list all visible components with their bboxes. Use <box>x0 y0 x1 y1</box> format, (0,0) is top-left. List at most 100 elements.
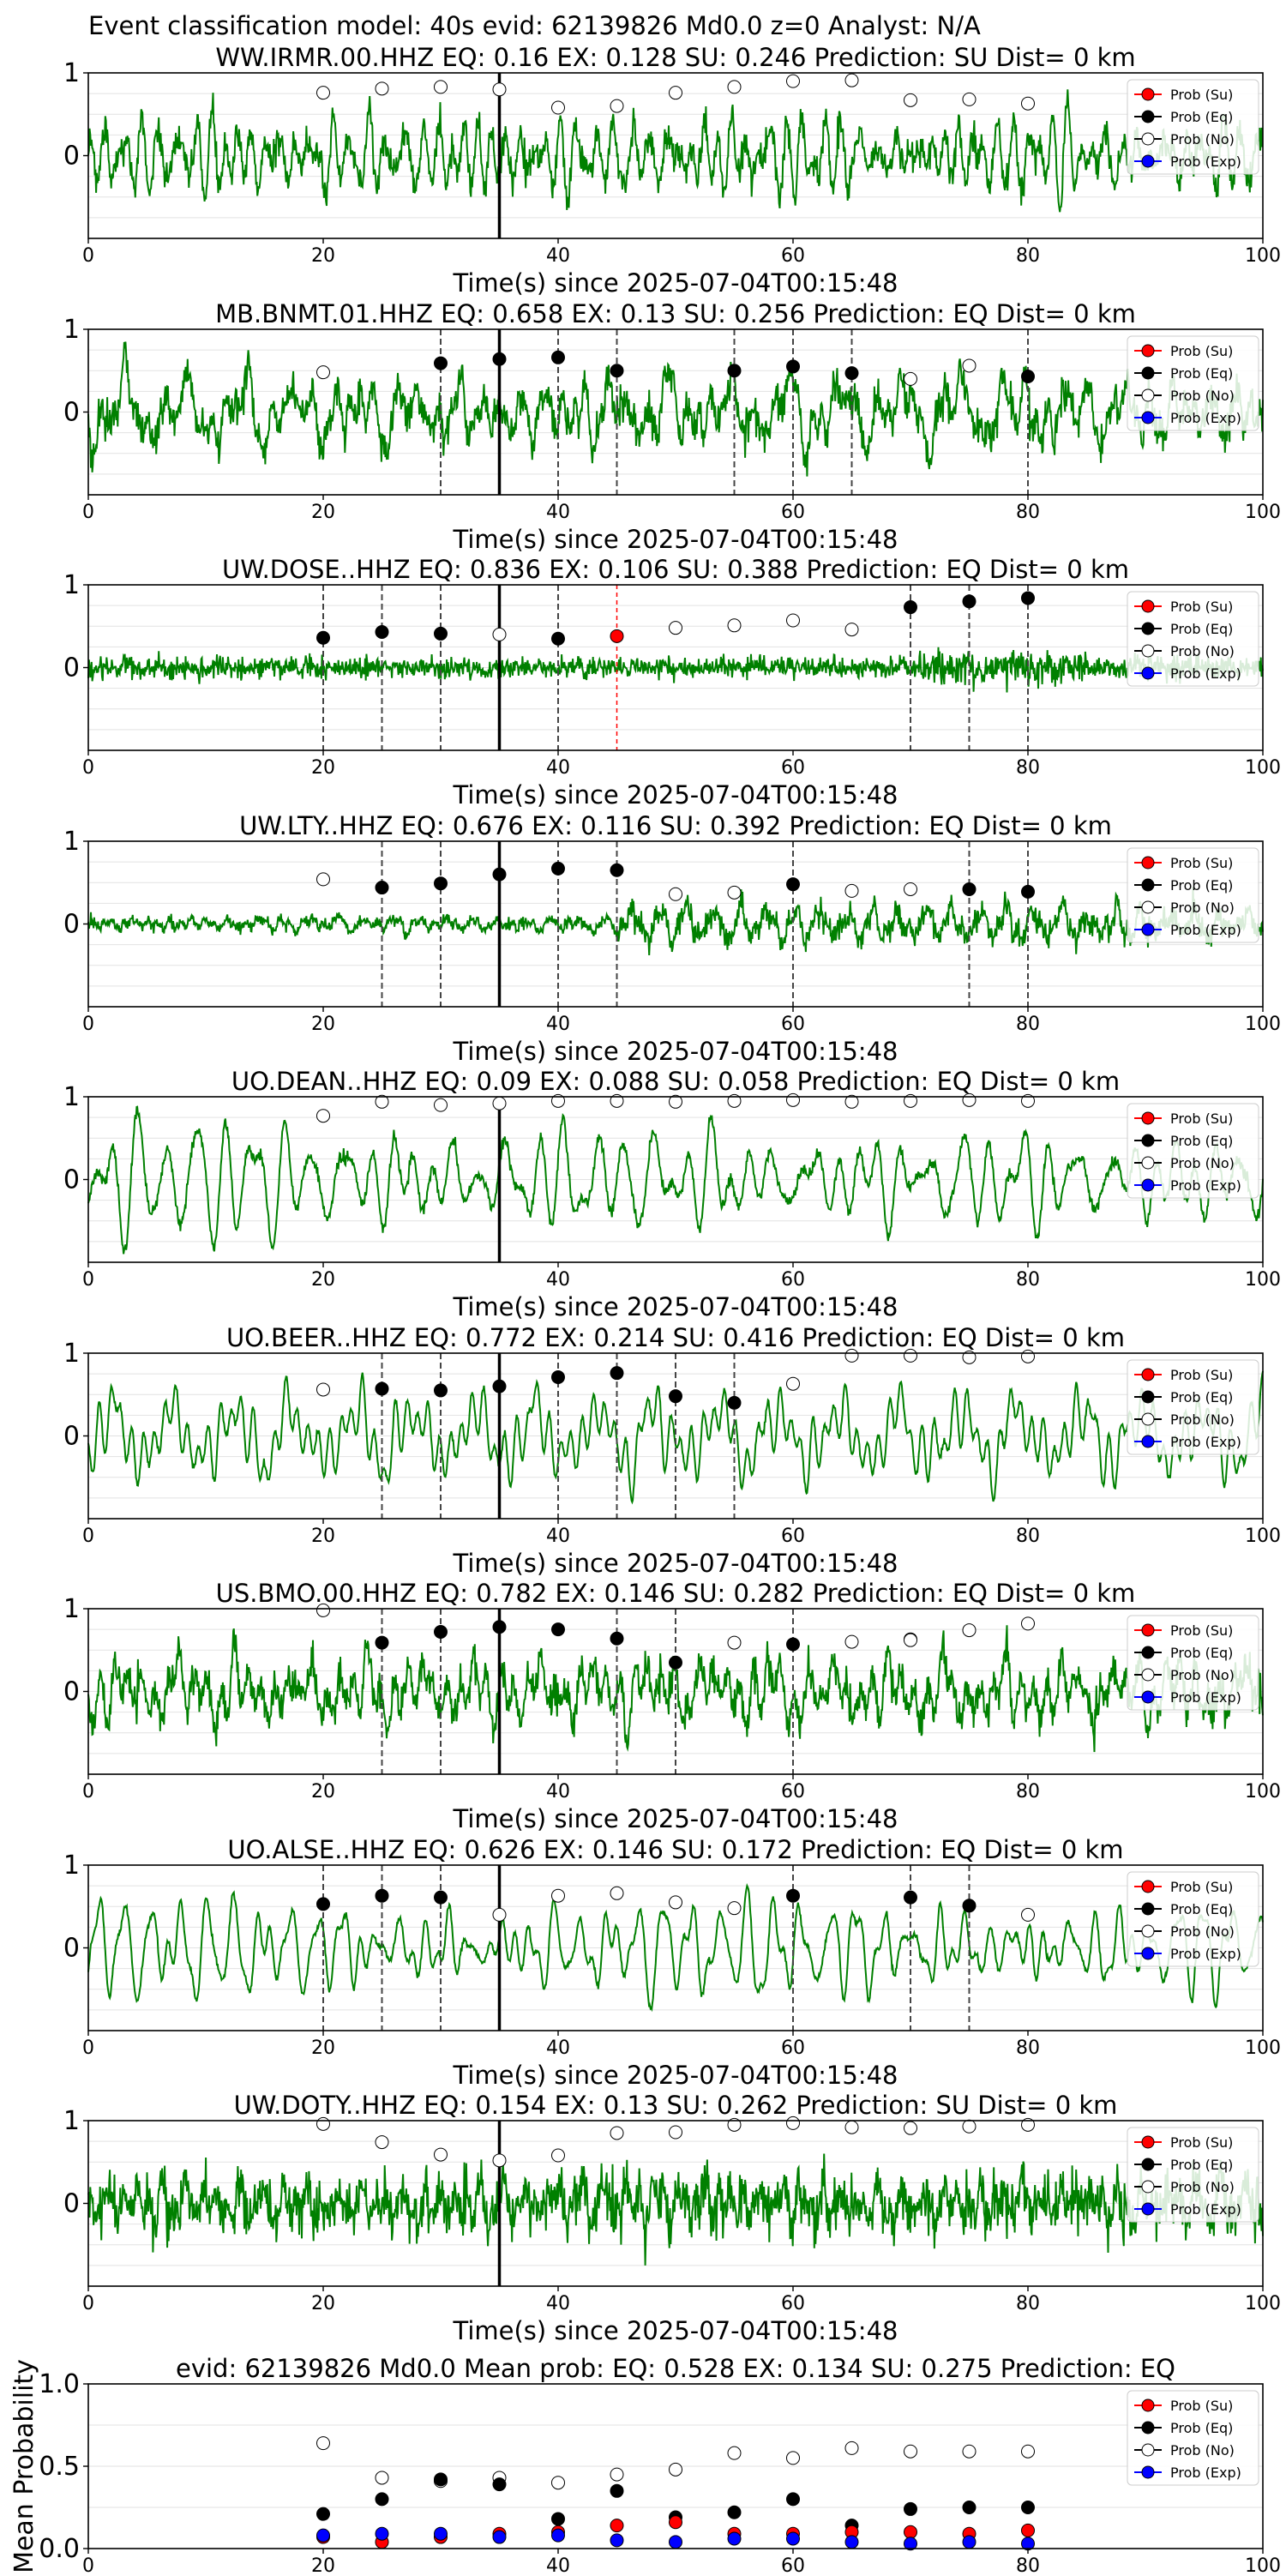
legend-marker <box>1141 1690 1155 1704</box>
legend: Prob (Su) Prob (Eq) Prob (No) Prob (Exp) <box>1127 1871 1259 1967</box>
legend-label: Prob (Su) <box>1170 1110 1233 1127</box>
prob-marker-probno <box>1021 2117 1035 2132</box>
x-tick-label: 80 <box>1016 757 1040 779</box>
prob-marker-probno <box>610 2126 624 2140</box>
prob-marker-probeq <box>786 2492 800 2507</box>
legend-label: Prob (Eq) <box>1170 2420 1233 2436</box>
x-axis-label: Time(s) since 2025-07-04T00:15:48 <box>453 1804 898 1833</box>
legend-marker <box>1141 2180 1155 2194</box>
legend-marker <box>1141 1412 1155 1426</box>
x-axis-label: Time(s) since 2025-07-04T00:15:48 <box>453 525 898 554</box>
prob-marker-probeq <box>904 600 917 615</box>
prob-marker-probno <box>1021 1093 1035 1108</box>
legend-label: Prob (Exp) <box>1170 410 1241 426</box>
x-tick-label: 0 <box>82 1014 94 1035</box>
prob-marker-probeq <box>434 626 448 641</box>
prob-marker-probeq <box>844 366 859 381</box>
x-tick-label: 0 <box>82 2037 94 2059</box>
legend-box <box>1127 1871 1259 1967</box>
legend-label: Prob (Eq) <box>1170 1645 1233 1661</box>
y-tick-label: 0 <box>63 910 80 940</box>
prob-marker-probeq <box>727 2505 742 2519</box>
legend-box <box>1127 1359 1259 1455</box>
y-axis-label: Mean Probability <box>9 2359 39 2573</box>
y-tick-label: 1 <box>63 1339 80 1369</box>
waveform-trace <box>87 647 1264 693</box>
legend-marker <box>1141 154 1155 168</box>
prob-marker-probno <box>434 2147 448 2162</box>
prob-marker-probeq <box>1021 884 1035 899</box>
prob-marker-probeq <box>551 1622 565 1637</box>
prob-marker-probeq <box>551 2512 565 2526</box>
x-tick-label: 80 <box>1016 1269 1040 1291</box>
prob-marker-probno <box>727 80 742 94</box>
legend-label: Prob (Su) <box>1170 87 1233 103</box>
waveform-trace <box>87 2153 1264 2266</box>
legend-marker <box>1141 2135 1155 2149</box>
prob-marker-probno <box>316 1109 330 1123</box>
legend-marker <box>1141 1902 1155 1916</box>
prob-marker-probno <box>844 623 859 637</box>
prob-marker-probno <box>962 1623 977 1638</box>
x-tick-label: 80 <box>1016 1526 1040 1547</box>
legend-label: Prob (No) <box>1170 1155 1235 1171</box>
legend-marker <box>1141 87 1155 101</box>
legend-label: Prob (Eq) <box>1170 1389 1233 1405</box>
legend-marker <box>1141 344 1155 358</box>
legend-marker <box>1141 1435 1155 1448</box>
legend-marker <box>1141 1111 1155 1125</box>
legend-marker <box>1141 622 1155 635</box>
x-tick-label: 100 <box>1245 1014 1281 1035</box>
legend-marker <box>1141 856 1155 870</box>
prob-marker-probno <box>1021 1907 1035 1922</box>
prob-marker-probeq <box>610 1631 624 1646</box>
legend-marker <box>1141 2421 1155 2435</box>
prob-marker-probeq <box>316 2507 330 2521</box>
prob-marker-probeq <box>904 1890 917 1905</box>
x-tick-label: 20 <box>311 1014 335 1035</box>
legend: Prob (Su) Prob (Eq) Prob (No) Prob (Exp) <box>1127 1359 1259 1455</box>
x-tick-label: 40 <box>546 1269 570 1291</box>
y-tick-label: 1 <box>63 827 80 857</box>
prob-marker-probeq <box>434 1383 448 1398</box>
x-tick-label: 20 <box>311 2293 335 2314</box>
legend-label: Prob (Exp) <box>1170 1689 1241 1706</box>
prob-marker-probno <box>1021 1616 1035 1631</box>
prob-marker-probeq <box>375 1888 389 1903</box>
prob-marker-probno <box>904 882 917 896</box>
prob-marker-probeq <box>962 594 977 609</box>
x-tick-label: 40 <box>546 245 570 267</box>
x-tick-label: 100 <box>1245 502 1281 523</box>
prob-marker-probeq <box>610 2483 624 2498</box>
prob-marker-probno <box>962 2444 977 2459</box>
legend-label: Prob (Exp) <box>1170 922 1241 938</box>
x-axis-label: Time(s) since 2025-07-04T00:15:48 <box>453 1292 898 1321</box>
legend-label: Prob (Exp) <box>1170 2465 1241 2481</box>
legend-marker <box>1141 878 1155 892</box>
prob-marker-probeq <box>551 861 565 876</box>
x-tick-label: 40 <box>546 2293 570 2314</box>
prob-marker-probno <box>669 1895 682 1910</box>
prob-marker-probeq <box>1021 591 1035 605</box>
prob-marker-probeq <box>786 877 800 892</box>
x-tick-label: 20 <box>311 2555 335 2573</box>
x-tick-label: 100 <box>1245 757 1281 779</box>
legend-marker <box>1141 110 1155 123</box>
prob-marker-probno <box>844 2441 859 2455</box>
legend-label: Prob (Su) <box>1170 2398 1233 2414</box>
prob-marker-probno <box>669 887 682 901</box>
prob-marker-probno <box>551 100 565 115</box>
x-tick-label: 40 <box>546 1781 570 1803</box>
prob-marker-probno <box>669 86 682 100</box>
prob-marker-probexp <box>904 2537 917 2551</box>
prob-marker-probeq <box>434 1890 448 1905</box>
x-tick-label: 60 <box>781 1526 805 1547</box>
prob-marker-probno <box>669 2462 682 2477</box>
legend-label: Prob (No) <box>1170 1923 1235 1940</box>
prob-marker-probno <box>492 627 507 641</box>
prob-marker-probno <box>434 80 448 94</box>
y-tick-label: 0 <box>63 398 80 428</box>
prob-marker-probno <box>904 371 917 386</box>
